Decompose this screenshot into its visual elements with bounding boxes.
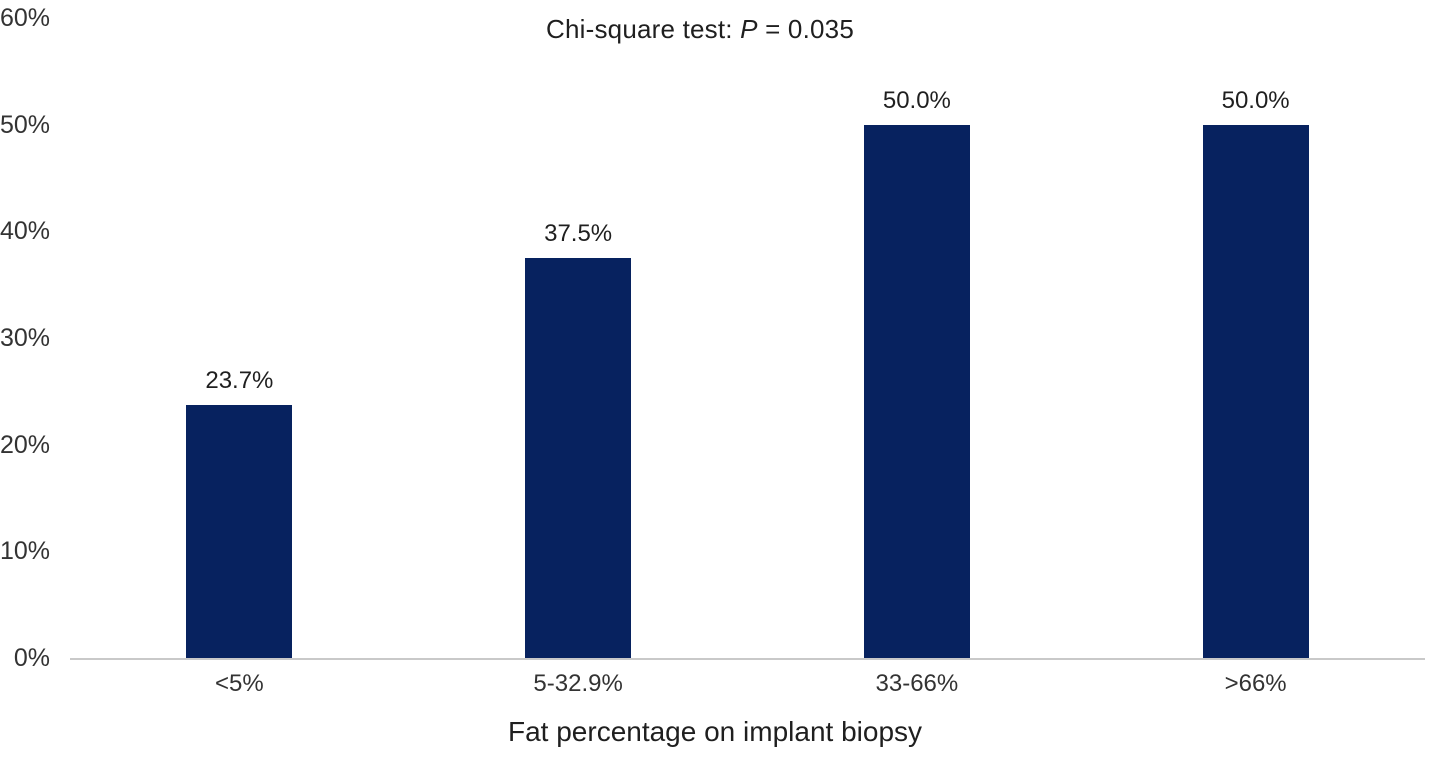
- y-tick-label: 30%: [0, 324, 51, 352]
- bar: [863, 124, 970, 658]
- y-tick-label: 10%: [0, 537, 51, 566]
- chart-title-suffix: = 0.035: [757, 14, 854, 44]
- x-tick-label: <5%: [215, 670, 264, 697]
- bar-value-label: 37.5%: [544, 220, 613, 247]
- bar-value-label: 50.0%: [882, 86, 951, 114]
- bar-value-label: 50.0%: [1221, 86, 1290, 114]
- y-tick-label: 20%: [0, 430, 51, 459]
- x-axis-line: [70, 658, 1425, 660]
- y-tick-label: 50%: [0, 110, 51, 139]
- chart-title-p-symbol: P: [740, 14, 758, 44]
- x-tick-label: 5-32.9%: [533, 670, 623, 697]
- y-tick-label: 40%: [0, 217, 51, 246]
- bar: [186, 405, 293, 658]
- bar-value-label: 23.7%: [205, 367, 274, 395]
- x-tick-label: 33-66%: [875, 670, 959, 697]
- y-tick-label: 60%: [0, 4, 51, 32]
- chart-title: Chi-square test: P = 0.035: [0, 14, 1400, 45]
- x-tick-label: >66%: [1224, 670, 1287, 697]
- y-tick-label: 0%: [13, 644, 50, 672]
- x-axis-title: Fat percentage on implant biopsy: [507, 716, 923, 747]
- chart-title-prefix: Chi-square test:: [546, 14, 741, 44]
- bar: [525, 258, 632, 658]
- bar: [1202, 124, 1309, 658]
